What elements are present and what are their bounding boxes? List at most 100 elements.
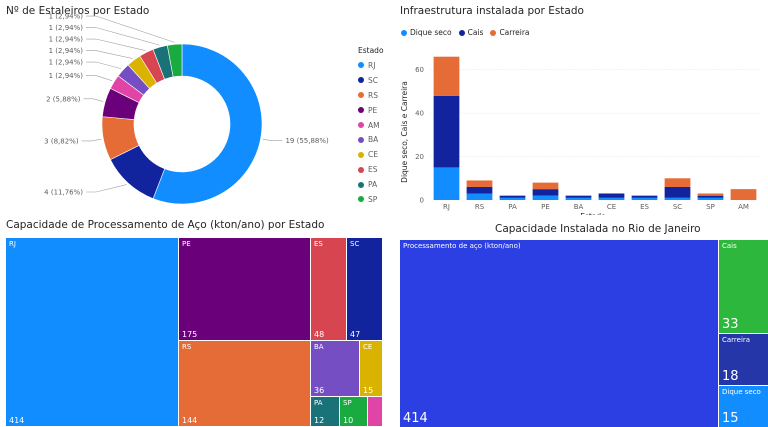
donut-legend-item-pe[interactable]: PE	[358, 103, 390, 118]
infra-bar-es-cais[interactable]	[631, 195, 658, 198]
infra-bar-pe-carreira[interactable]	[532, 182, 559, 190]
treemap-rj-tile-label: Dique seco	[722, 388, 761, 396]
infra-bar-pe-cais[interactable]	[532, 189, 559, 196]
treemap-states-tile-es[interactable]: ES 48	[311, 238, 346, 340]
donut-data-label-rs: 3 (8,82%)	[44, 137, 79, 145]
treemap-rj-tile-cais[interactable]: Cais 33	[719, 240, 768, 333]
infra-bar-sp-cais[interactable]	[697, 195, 724, 198]
infra-xtick-label: PE	[541, 203, 550, 211]
treemap-states-tile-unlabeled[interactable]	[368, 397, 382, 426]
donut-legend-item-sp[interactable]: SP	[358, 192, 390, 207]
donut-leader-sc	[86, 184, 127, 193]
treemap-states-tile-label: PE	[182, 240, 191, 248]
infra-bar-rs-carreira[interactable]	[466, 180, 493, 187]
infra-bar-es-dique-seco[interactable]	[631, 197, 658, 200]
treemap-states-tile-pe[interactable]: PE 175	[179, 238, 310, 340]
infra-legend-item[interactable]: Dique seco	[401, 28, 452, 37]
infra-bar-sp-dique-seco[interactable]	[697, 197, 724, 200]
treemap-rj-panel: Capacidade Instalada no Rio de Janeiro P…	[395, 215, 768, 427]
infra-bar-rj-cais[interactable]	[433, 95, 460, 168]
infra-legend-item[interactable]: Cais	[458, 28, 483, 37]
donut-data-label-rj: 19 (55,88%)	[285, 137, 329, 145]
donut-legend-label: SP	[368, 194, 378, 204]
treemap-states-tile-value: 144	[182, 416, 198, 425]
treemap-states-tile-rj[interactable]: RJ 414	[6, 238, 178, 426]
treemap-states-tile-label: CE	[363, 343, 373, 351]
infra-bar-rs-cais[interactable]	[466, 186, 493, 194]
treemap-states-tile-sc[interactable]: SC 47	[347, 238, 382, 340]
infra-ytick-label: 40	[415, 110, 424, 118]
treemap-states-tile-pa[interactable]: PA 12	[311, 397, 339, 426]
legend-dot-icon	[358, 107, 364, 114]
donut-legend-item-ba[interactable]: BA	[358, 132, 390, 147]
donut-leader-ba	[86, 61, 122, 70]
infra-bar-sc-carreira[interactable]	[664, 178, 691, 187]
donut-legend-item-rs[interactable]: RS	[358, 88, 390, 103]
treemap-states-tile-value: 48	[314, 330, 325, 339]
treemap-rj-tile-processamento-de-a-o-kton-ano[interactable]: Processamento de aço (kton/ano) 414	[400, 240, 718, 427]
infra-title: Infraestrutura instalada por Estado	[400, 5, 584, 17]
infra-xtick-label: CE	[607, 203, 616, 211]
infra-bar-sc-cais[interactable]	[664, 186, 691, 198]
infra-bar-pe-dique-seco[interactable]	[532, 195, 559, 200]
treemap-states-panel: Capacidade de Processamento de Aço (kton…	[0, 215, 390, 427]
donut-legend-item-sc[interactable]: SC	[358, 73, 390, 88]
infra-bar-ba-cais[interactable]	[565, 195, 592, 198]
infra-legend-label: Carreira	[499, 28, 530, 37]
treemap-states-tile-rs[interactable]: RS 144	[179, 341, 310, 426]
infra-bar-rj-dique-seco[interactable]	[433, 167, 460, 200]
donut-title: Nº de Estaleiros por Estado	[6, 5, 150, 17]
infra-bar-pa-dique-seco[interactable]	[499, 197, 526, 200]
donut-legend-label: PA	[368, 180, 378, 190]
donut-leader-rs	[81, 138, 102, 142]
infra-ytick-label: 60	[415, 66, 424, 74]
legend-dot-icon	[401, 29, 407, 36]
donut-data-label-es: 1 (2,94%)	[49, 36, 84, 44]
treemap-rj-tile-value: 414	[403, 411, 428, 426]
treemap-states-tile-label: PA	[314, 399, 323, 407]
treemap-states-tile-label: BA	[314, 343, 324, 351]
donut-legend-item-rj[interactable]: RJ	[358, 58, 390, 73]
treemap-states-tile-ce[interactable]: CE 15	[360, 341, 382, 396]
infra-ytick-label: 0	[420, 197, 424, 205]
treemap-states-tile-sp[interactable]: SP 10	[340, 397, 367, 426]
treemap-rj-tile-label: Carreira	[722, 336, 751, 344]
treemap-rj: Processamento de aço (kton/ano) 414 Cais 33…	[400, 240, 768, 427]
infra-bar-am-carreira[interactable]	[730, 189, 757, 200]
treemap-states-tile-value: 47	[350, 330, 361, 339]
donut-legend-item-ce[interactable]: CE	[358, 147, 390, 162]
donut-leader-rj	[262, 138, 283, 141]
donut-legend-label: AM	[368, 120, 380, 130]
treemap-rj-tile-dique-seco[interactable]: Dique seco 15	[719, 386, 768, 427]
donut-leader-pe	[83, 98, 104, 102]
infra-xtick-label: RS	[475, 203, 485, 211]
treemap-states-tile-label: RJ	[9, 240, 16, 248]
treemap-rj-tile-carreira[interactable]: Carreira 18	[719, 334, 768, 385]
donut-legend-label: SC	[368, 75, 378, 85]
donut-leader-am	[86, 75, 113, 82]
infra-bar-ce-dique-seco[interactable]	[598, 197, 625, 200]
infra-ytick-label: 20	[415, 153, 424, 161]
legend-dot-icon	[358, 151, 364, 158]
infra-bar-pa-cais[interactable]	[499, 195, 526, 198]
donut-legend-item-am[interactable]: AM	[358, 118, 390, 133]
infra-bar-ba-dique-seco[interactable]	[565, 197, 592, 200]
donut-legend-item-es[interactable]: ES	[358, 162, 390, 177]
infra-bar-ce-cais[interactable]	[598, 193, 625, 198]
infra-legend-item[interactable]: Carreira	[490, 28, 530, 37]
infra-xtick-label: RJ	[443, 203, 450, 211]
donut-legend-label: RS	[368, 90, 378, 100]
infra-bar-sc-dique-seco[interactable]	[664, 197, 691, 200]
treemap-states-tile-ba[interactable]: BA 36	[311, 341, 359, 396]
legend-dot-icon	[490, 29, 497, 36]
infra-bar-sp-carreira[interactable]	[697, 193, 724, 196]
treemap-states-tile-label: RS	[182, 343, 192, 351]
treemap-states-tile-label: ES	[314, 240, 323, 248]
donut-slice-rj[interactable]	[152, 43, 263, 205]
legend-dot-icon	[358, 122, 364, 128]
infra-bar-rs-dique-seco[interactable]	[466, 193, 493, 200]
donut-slice-sp[interactable]	[166, 43, 183, 78]
infra-bar-rj-carreira[interactable]	[433, 56, 460, 96]
treemap-states-tile-label: SP	[343, 399, 352, 407]
donut-legend-item-pa[interactable]: PA	[358, 177, 390, 192]
